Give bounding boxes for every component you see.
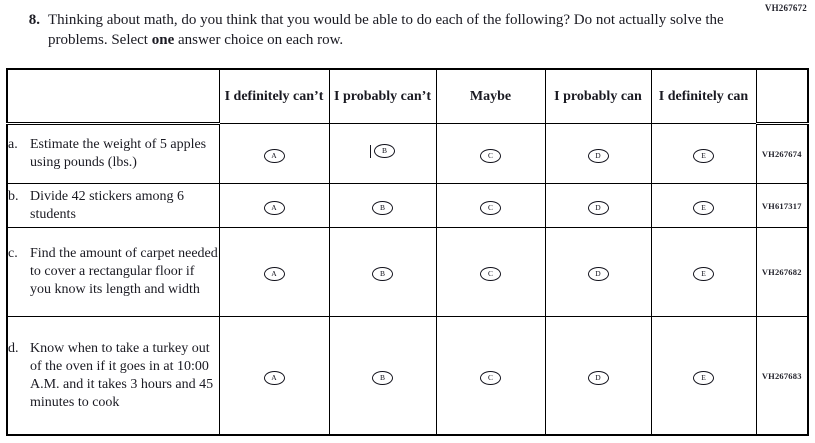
table-row: d. Know when to take a turkey out of the… bbox=[6, 316, 809, 436]
row-a-option-e[interactable]: E bbox=[650, 123, 757, 184]
row-d-item-id: VH267683 bbox=[755, 316, 809, 436]
text-cursor-caret bbox=[370, 144, 371, 158]
question-text-emphasis: one bbox=[151, 32, 175, 48]
question-number: 8. bbox=[28, 12, 40, 28]
bubble-b[interactable]: B bbox=[374, 144, 395, 159]
row-d-option-a[interactable]: A bbox=[218, 316, 330, 436]
bubble-d[interactable]: D bbox=[587, 267, 609, 281]
table-row: b. Divide 42 stickers among 6 students A… bbox=[6, 183, 809, 228]
matrix-header: I definitely can’t I probably can’t Mayb… bbox=[6, 68, 809, 125]
question-stem: 8. Thinking about math, do you think tha… bbox=[14, 10, 774, 50]
row-d-text: Know when to take a turkey out of the ov… bbox=[30, 340, 214, 410]
row-b-stem: b. Divide 42 stickers among 6 students bbox=[6, 183, 220, 228]
row-d-stem: d. Know when to take a turkey out of the… bbox=[6, 316, 220, 436]
row-d-letter: d. bbox=[8, 340, 19, 356]
row-b-option-a[interactable]: A bbox=[218, 183, 330, 228]
question-text: Thinking about math, do you think that y… bbox=[48, 10, 738, 50]
bubble-a[interactable]: A bbox=[263, 148, 285, 163]
bubble-d[interactable]: D bbox=[587, 148, 609, 163]
table-row: a. Estimate the weight of 5 apples using… bbox=[6, 123, 809, 184]
bubble-d[interactable]: D bbox=[587, 200, 609, 215]
bubble-e[interactable]: E bbox=[693, 370, 714, 385]
bubble-a[interactable]: A bbox=[263, 200, 285, 215]
header-cell-probably-cant: I probably can’t bbox=[328, 68, 437, 124]
row-b-option-b[interactable]: B bbox=[328, 183, 437, 228]
header-cell-definitely-can: I definitely can bbox=[650, 68, 757, 124]
row-c-stem: c. Find the amount of carpet needed to c… bbox=[6, 227, 220, 317]
bubble-e[interactable]: E bbox=[693, 148, 714, 163]
row-b-letter: b. bbox=[8, 188, 19, 204]
row-b-option-d[interactable]: D bbox=[544, 183, 652, 228]
row-c-item-id: VH267682 bbox=[755, 227, 809, 317]
row-d-option-e[interactable]: E bbox=[650, 316, 757, 436]
bubble-d[interactable]: D bbox=[587, 370, 609, 385]
row-b-text: Divide 42 stickers among 6 students bbox=[30, 188, 184, 222]
row-a-item-id: VH267674 bbox=[755, 123, 809, 184]
row-b-option-c[interactable]: C bbox=[435, 183, 546, 228]
row-d-option-d[interactable]: D bbox=[544, 316, 652, 436]
header-cell-maybe: Maybe bbox=[435, 68, 546, 124]
table-row: c. Find the amount of carpet needed to c… bbox=[6, 227, 809, 317]
matrix-body: a. Estimate the weight of 5 apples using… bbox=[6, 123, 809, 436]
response-matrix: I definitely can’t I probably can’t Mayb… bbox=[6, 68, 809, 436]
row-a-letter: a. bbox=[8, 137, 18, 152]
bubble-c[interactable]: C bbox=[480, 370, 501, 385]
header-cell-definitely-cant: I definitely can’t bbox=[218, 68, 330, 124]
bubble-a[interactable]: A bbox=[263, 267, 285, 281]
header-cell-probably-can: I probably can bbox=[544, 68, 652, 124]
page-item-id: VH267672 bbox=[764, 3, 807, 13]
row-a-option-a[interactable]: A bbox=[218, 123, 330, 184]
bubble-b[interactable]: B bbox=[372, 370, 393, 385]
row-c-option-a[interactable]: A bbox=[218, 227, 330, 317]
bubble-c[interactable]: C bbox=[480, 200, 501, 215]
question-text-part1: Thinking about math, do you think that y… bbox=[48, 12, 724, 48]
header-cell-id bbox=[755, 68, 809, 125]
row-c-option-b[interactable]: B bbox=[328, 227, 437, 317]
header-cell-stem bbox=[6, 68, 220, 125]
row-b-item-id: VH617317 bbox=[755, 183, 809, 228]
row-d-option-c[interactable]: C bbox=[435, 316, 546, 436]
row-c-letter: c. bbox=[8, 246, 18, 261]
bubble-b[interactable]: B bbox=[372, 267, 393, 281]
row-c-option-d[interactable]: D bbox=[544, 227, 652, 317]
bubble-a[interactable]: A bbox=[263, 370, 285, 385]
question-text-part2: answer choice on each row. bbox=[174, 32, 344, 48]
row-a-option-d[interactable]: D bbox=[544, 123, 652, 184]
row-c-option-c[interactable]: C bbox=[435, 227, 546, 317]
row-c-text: Find the amount of carpet needed to cove… bbox=[30, 246, 218, 297]
bubble-c[interactable]: C bbox=[480, 148, 501, 163]
row-b-option-e[interactable]: E bbox=[650, 183, 757, 228]
row-a-option-b[interactable]: B bbox=[328, 123, 437, 184]
bubble-e[interactable]: E bbox=[693, 267, 714, 281]
row-d-option-b[interactable]: B bbox=[328, 316, 437, 436]
bubble-e[interactable]: E bbox=[693, 200, 714, 215]
bubble-b[interactable]: B bbox=[372, 200, 393, 215]
row-a-stem: a. Estimate the weight of 5 apples using… bbox=[6, 123, 220, 184]
bubble-c[interactable]: C bbox=[480, 267, 501, 281]
row-c-option-e[interactable]: E bbox=[650, 227, 757, 317]
row-a-option-c[interactable]: C bbox=[435, 123, 546, 184]
row-a-text: Estimate the weight of 5 apples using po… bbox=[30, 137, 207, 170]
header-row: I definitely can’t I probably can’t Mayb… bbox=[6, 68, 809, 125]
